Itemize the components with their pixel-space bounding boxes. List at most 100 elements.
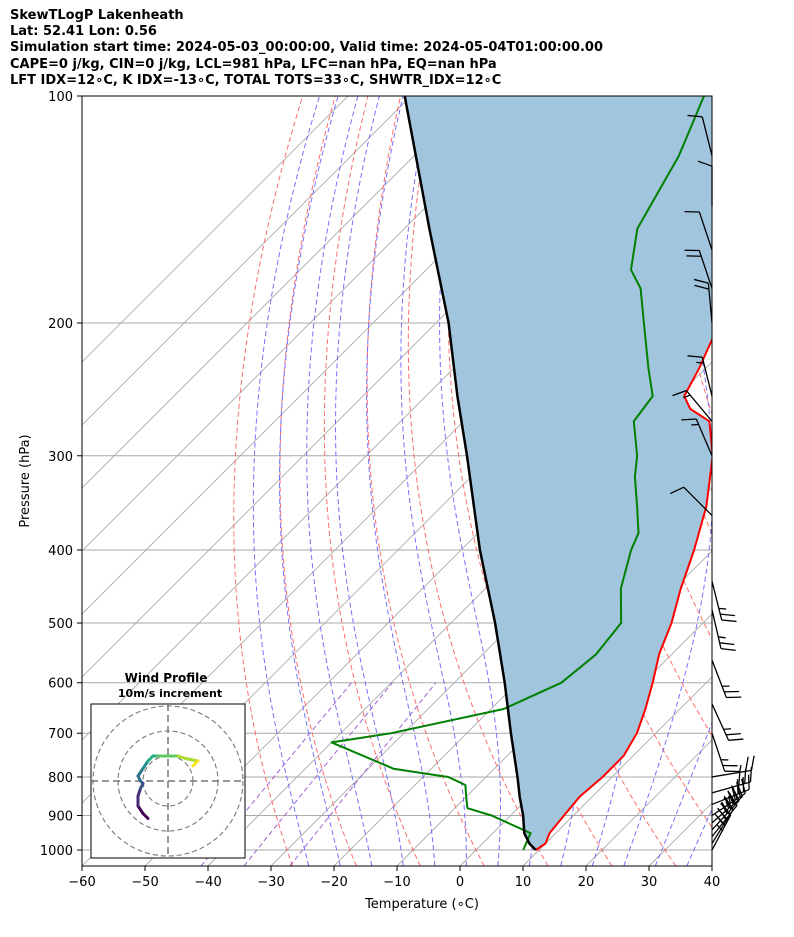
barb-staff (711, 581, 723, 621)
moist-adiabat (306, 96, 373, 866)
y-tick-label: 300 (48, 450, 73, 465)
x-tick-label: −40 (194, 875, 221, 890)
moist-adiabat (400, 96, 467, 866)
barb-staff (701, 357, 713, 397)
cin-shaded-area (404, 96, 712, 850)
wind-barb (687, 355, 713, 397)
wind-barb (711, 774, 750, 806)
y-tick-label: 800 (48, 771, 73, 786)
barb-staff (701, 116, 713, 156)
dry-adiabat (407, 96, 549, 866)
moist-adiabat (366, 96, 436, 866)
x-tick-label: 20 (578, 875, 595, 890)
x-tick-label: 30 (641, 875, 658, 890)
barb-full (687, 114, 703, 118)
barb-staff (711, 800, 740, 831)
dry-adiabat (661, 96, 712, 416)
wind-barbs (670, 114, 755, 851)
cape-cin-shading (404, 96, 712, 850)
y-tick-label: 200 (48, 317, 73, 332)
barb-staff (683, 486, 713, 516)
wind-barb (693, 278, 713, 324)
hodograph-segment (141, 759, 150, 770)
isotherm-line (82, 96, 475, 489)
wind-barb (681, 418, 713, 457)
moist-adiabat (252, 96, 320, 866)
chart-header: SkewTLogP Lakenheath Lat: 52.41 Lon: 0.5… (10, 8, 603, 89)
barb-half (723, 728, 732, 731)
moist-adiabat (335, 96, 404, 866)
title-line-location: Lat: 52.41 Lon: 0.56 (10, 24, 157, 40)
x-tick-label: 0 (456, 875, 464, 890)
barb-full (697, 160, 713, 167)
dry-adiabat (233, 96, 304, 866)
wind-barb (684, 249, 713, 289)
wind-barb (711, 609, 736, 652)
isotherm-line (711, 865, 712, 866)
x-tick-label: −20 (320, 875, 347, 890)
isotherm-line (82, 96, 349, 363)
dry-adiabat (279, 96, 357, 866)
title-line-indices: LFT IDX=12∘C, K IDX=-13∘C, TOTAL TOTS=33… (10, 72, 502, 88)
wind-barb (711, 659, 742, 699)
barb-full (670, 486, 684, 495)
y-tick-label: 400 (48, 544, 73, 559)
barb-full (672, 389, 687, 397)
axes-layer: −60 −50 −40 −30 −20 −10 0 10 20 30 40 100 200 300 400 5… (40, 90, 720, 890)
barb-full (720, 613, 736, 617)
dry-adiabat (759, 96, 794, 866)
isotherm-line (82, 96, 538, 552)
barb-staff (711, 703, 730, 741)
barb-staff (711, 733, 726, 772)
barb-full (694, 284, 710, 290)
barb-staff (711, 609, 722, 649)
barb-full (736, 779, 739, 795)
barb-staff (711, 792, 746, 817)
wind-barb (711, 703, 744, 741)
barb-staff (698, 250, 713, 289)
moist-adiabat (686, 808, 712, 866)
barb-staff (711, 788, 750, 806)
wind-barb (672, 389, 713, 422)
dry-adiabat (727, 96, 794, 866)
wind-barb (711, 581, 737, 623)
barb-half (696, 361, 704, 364)
mixing-ratio-line (243, 682, 393, 866)
hodograph-segment (191, 759, 200, 768)
hodograph-segment (184, 757, 200, 763)
moist-adiabat (623, 96, 712, 866)
x-tick-label: −50 (131, 875, 158, 890)
barb-staff (685, 390, 713, 422)
hodograph-inset: Wind Profile 10m/s increment (90, 671, 246, 859)
temperature-line (535, 337, 712, 851)
title-line-times: Simulation start time: 2024-05-03_00:00:… (10, 40, 603, 56)
barb-staff (711, 814, 732, 851)
barb-full (750, 755, 755, 771)
isotherm-line (82, 96, 412, 426)
barb-staff (711, 659, 727, 698)
barb-staff (695, 418, 713, 457)
dry-adiabat (323, 96, 421, 866)
barb-full (720, 648, 736, 652)
wind-barb (697, 160, 713, 207)
x-tick-label: −60 (68, 875, 95, 890)
dewpoint-line (330, 96, 705, 851)
y-axis-label: Pressure (hPa) (18, 434, 33, 527)
barb-half (718, 636, 726, 639)
moist-adiabat (439, 96, 501, 866)
wind-barb (670, 486, 713, 516)
barb-full (721, 619, 737, 623)
barb-full (687, 355, 703, 358)
wind-barb (711, 733, 740, 773)
y-tick-label: 500 (48, 617, 73, 632)
x-tick-label: 10 (515, 875, 532, 890)
barb-full (693, 278, 709, 284)
wind-barb (711, 755, 755, 778)
barb-full (728, 738, 744, 741)
hodograph-subtitle: 10m/s increment (118, 687, 222, 700)
x-tick-label: 40 (704, 875, 721, 890)
x-tick-label: −30 (257, 875, 284, 890)
barb-half (683, 394, 691, 399)
y-tick-label: 600 (48, 677, 73, 692)
